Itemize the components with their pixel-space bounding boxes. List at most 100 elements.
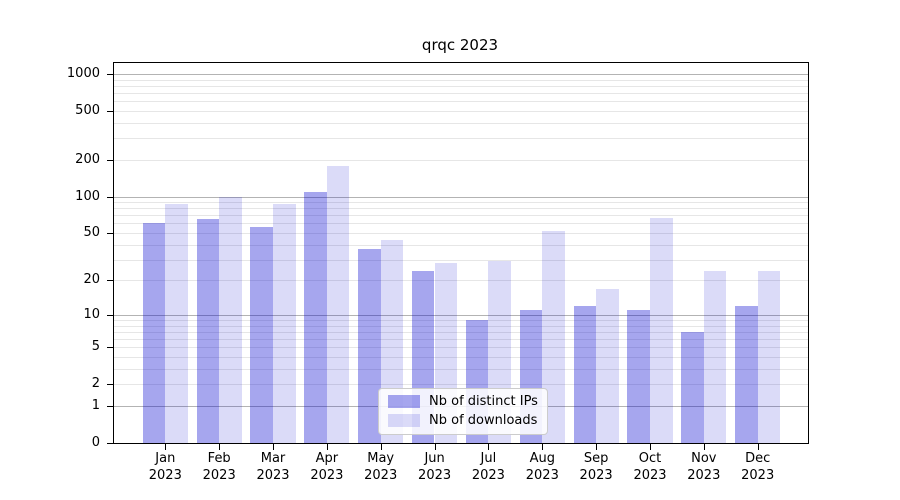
x-label-month: Aug [529,451,555,466]
gridline-minor [113,384,808,386]
x-label-year: 2023 [687,468,721,483]
gridline-minor [113,138,808,140]
bar-distinct-ips [250,227,273,443]
y-axis-tick [107,196,113,198]
x-label-year: 2023 [579,468,613,483]
bar-downloads [326,165,350,443]
legend: Nb of distinct IPs Nb of downloads [378,388,548,435]
y-axis-tick-label: 200 [75,151,100,167]
y-axis-tick-label: 1 [91,398,100,413]
x-axis-tick-label: Sep 2023 [564,450,628,484]
x-label-year: 2023 [471,468,505,483]
x-axis-tick [488,444,490,450]
x-axis-tick [596,444,598,450]
plot-spine-right [808,62,809,444]
bar-distinct-ips [358,248,381,443]
gridline-minor [113,368,808,370]
gridline-minor [113,122,808,124]
bar-distinct-ips [142,223,166,443]
plot-spine-left [113,62,114,444]
x-axis-tick [380,444,382,450]
x-axis-tick-label: May 2023 [349,450,413,484]
x-axis-tick-label: Mar 2023 [241,450,305,484]
bar-distinct-ips [681,331,704,443]
gridline-minor [113,110,808,112]
x-axis-tick [165,444,167,450]
bar-distinct-ips [304,192,327,443]
legend-label-distinct-ips: Nb of distinct IPs [429,394,538,409]
y-axis-tick-label: 1000 [66,65,100,81]
gridline-minor [113,208,808,210]
y-axis-tick [107,406,113,407]
gridline-minor [113,159,808,161]
legend-swatch-distinct-ips [388,395,420,408]
x-label-month: Feb [207,451,231,466]
gridline-minor [113,101,808,103]
y-axis-tick [107,347,113,349]
y-axis-tick [107,443,113,444]
gridline-minor [113,85,808,87]
legend-label-downloads: Nb of downloads [429,413,538,428]
bar-distinct-ips [627,310,650,443]
bar-downloads [542,230,565,443]
x-axis-tick-label: Oct 2023 [618,450,682,484]
gridline-minor [113,202,808,203]
bar-downloads [757,271,781,443]
bar-distinct-ips [735,306,758,443]
gridline-minor [113,357,808,358]
x-axis-tick-label: Jan 2023 [133,450,197,484]
x-axis-tick [757,444,759,450]
x-label-month: Mar [260,451,286,466]
x-axis-tick-label: Apr 2023 [295,450,359,484]
bar-distinct-ips [196,219,220,443]
y-axis-tick [107,73,113,75]
x-axis-tick [434,444,436,450]
x-label-month: Jun [424,451,445,466]
x-axis-tick [650,444,651,450]
bar-distinct-ips [573,306,597,443]
x-label-year: 2023 [525,468,559,483]
x-label-year: 2023 [418,468,452,483]
gridline-major [113,196,808,198]
bar-downloads [596,288,619,443]
x-axis-tick [273,444,274,450]
bar-downloads [703,271,727,443]
y-axis-tick [107,314,113,316]
gridline-minor [113,79,808,81]
x-axis-tick-label: Feb 2023 [187,450,251,484]
x-label-month: May [367,451,395,466]
gridline-minor [113,215,808,217]
plot-spine-bottom [113,443,809,444]
x-axis-tick [542,444,544,450]
chart-title: qrqc 2023 [421,36,499,54]
gridline-minor [113,325,808,327]
gridline-minor [113,259,808,261]
gridline-minor [113,233,808,234]
gridline-minor [113,93,808,94]
y-axis-tick [107,280,113,282]
bar-downloads [650,218,673,443]
x-label-year: 2023 [633,468,667,483]
x-label-month: Apr [315,451,339,466]
x-label-month: Jan [155,451,176,466]
gridline-minor [113,339,808,341]
x-label-month: Sep [583,451,609,466]
legend-item-distinct-ips: Nb of distinct IPs [388,394,538,409]
y-axis-tick-label: 20 [83,272,100,288]
x-label-month: Jul [480,451,497,466]
x-axis-tick-label: Dec 2023 [726,450,790,484]
gridline-minor [113,320,808,321]
y-axis-tick [107,233,113,234]
x-axis-tick-label: Aug 2023 [510,450,574,484]
y-axis-tick-label: 2 [91,376,100,392]
x-axis-tick [219,444,221,450]
gridline-minor [113,347,808,349]
x-label-month: Dec [745,451,771,466]
bar-downloads [273,203,296,443]
y-axis-tick-label: 5 [91,339,100,355]
x-label-year: 2023 [148,468,182,483]
x-label-year: 2023 [256,468,290,483]
y-axis-tick-label: 10 [83,306,100,322]
x-axis-tick [703,444,705,450]
